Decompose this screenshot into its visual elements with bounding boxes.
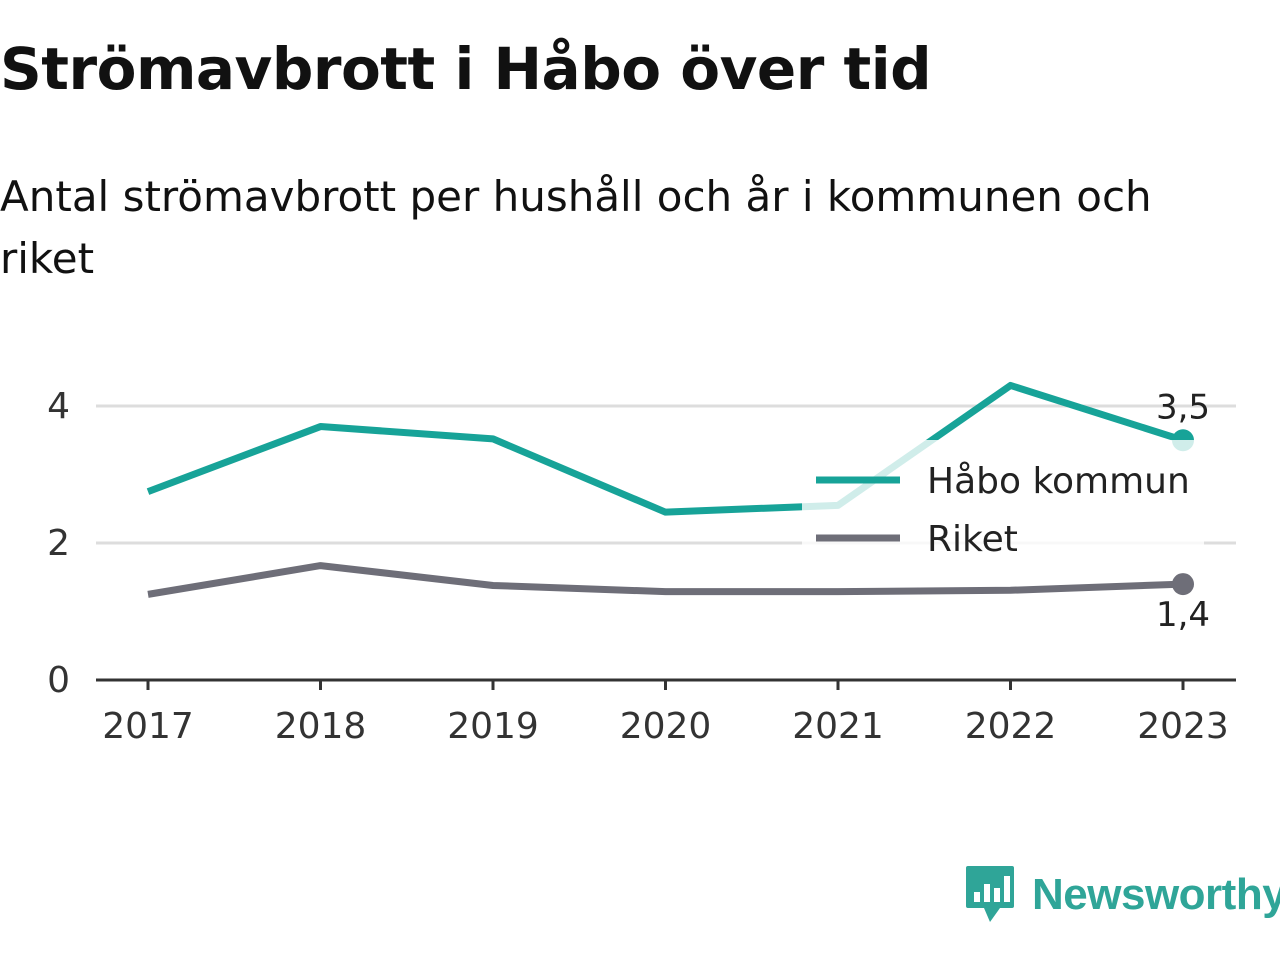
- x-tick-label: 2017: [102, 706, 194, 747]
- x-tick-label: 2020: [620, 706, 712, 747]
- axis-layer: 0 2 4 2017 2018 2019 2020 2021 2022 2023: [47, 386, 1236, 747]
- y-tick-label: 4: [47, 386, 70, 427]
- data-label: 1,4: [1156, 595, 1210, 635]
- chart-title: Strömavbrott i Håbo över tid: [0, 35, 932, 103]
- x-tick-label: 2021: [792, 706, 884, 747]
- y-tick-label: 2: [47, 523, 70, 564]
- legend-label: Håbo kommun: [927, 461, 1190, 502]
- chart-speech-bubble-icon: [966, 866, 1014, 922]
- series-end-point: [1172, 573, 1194, 596]
- logo-text: Newsworthy: [1032, 870, 1280, 919]
- x-tick-label: 2022: [965, 706, 1057, 747]
- x-tick-label: 2019: [447, 706, 539, 747]
- x-tick-label: 2018: [275, 706, 367, 747]
- data-label: 3,5: [1156, 387, 1210, 427]
- newsworthy-logo: Newsworthy: [964, 864, 1280, 926]
- y-tick-label: 0: [47, 660, 70, 701]
- data-label-layer: 3,5 1,4: [1156, 387, 1210, 635]
- legend-background: [802, 440, 1204, 572]
- legend-label: Riket: [927, 519, 1018, 560]
- x-tick-label: 2023: [1137, 706, 1229, 747]
- series-line: [146, 381, 1185, 516]
- chart-subtitle: Antal strömavbrott per hushåll och år i …: [0, 172, 1152, 283]
- series-line: [147, 562, 1184, 598]
- legend: Håbo kommun Riket: [802, 440, 1204, 572]
